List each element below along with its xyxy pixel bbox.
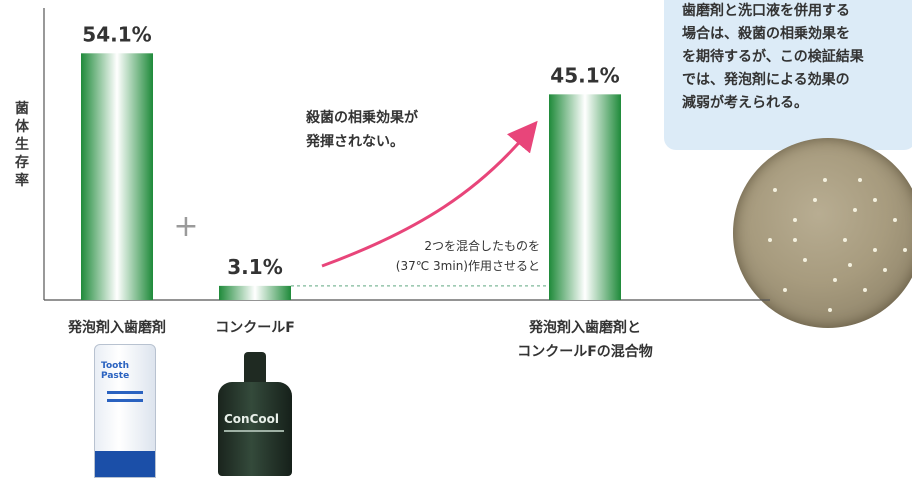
- tube-label-line: Paste: [101, 371, 130, 381]
- y-axis-label: 菌体生存率: [12, 100, 32, 190]
- bacteria-colony-dot: [853, 208, 857, 212]
- bacteria-colony-dot: [803, 258, 807, 262]
- y-axis-label-char: 生: [15, 137, 29, 153]
- bar-value-label: 3.1%: [227, 255, 282, 279]
- synergy-annotation: 発揮されない。: [305, 133, 404, 150]
- bacteria-colony-dot: [828, 308, 832, 312]
- bacteria-colony-dot: [773, 188, 777, 192]
- bacteria-colony-dot: [833, 278, 837, 282]
- synergy-arrow: [321, 120, 538, 268]
- mix-annotation: (37℃ 3min)作用させると: [396, 259, 540, 273]
- bacteria-colony-dot: [893, 218, 897, 222]
- bacteria-colony-dot: [873, 248, 877, 252]
- bar: [219, 285, 291, 300]
- toothpaste-tube-image: Tooth Paste: [94, 344, 156, 478]
- synergy-annotation: 殺菌の相乗効果が: [305, 109, 419, 126]
- bacteria-colony-dot: [813, 198, 817, 202]
- bar-value-label: 45.1%: [550, 63, 619, 87]
- y-axis-label-char: 存: [15, 155, 29, 171]
- bar-value-label: 54.1%: [82, 22, 151, 46]
- bacteria-colony-dot: [793, 218, 797, 222]
- bacteria-colony-dot: [823, 178, 827, 182]
- bar: [549, 94, 621, 301]
- bacteria-colony-dot: [863, 288, 867, 292]
- bottle-neck: [244, 352, 266, 386]
- bacteria-colony-dot: [843, 238, 847, 242]
- bacteria-colony-dot: [873, 198, 877, 202]
- tube-stripe: [107, 399, 143, 402]
- note-line: 歯磨剤と洗口液を併用する: [682, 3, 850, 19]
- x-tick-label: コンクールFの混合物: [517, 343, 653, 360]
- bacteria-colony-dot: [783, 288, 787, 292]
- x-tick-label: 発泡剤入歯磨剤と: [528, 319, 641, 336]
- bacteria-colony-dot: [903, 248, 907, 252]
- note-line: を期待するが、この検証結果: [682, 49, 864, 65]
- plus-sign: +: [173, 209, 198, 244]
- plot-area: 54.1% 発泡剤入歯磨剤 3.1% コンクールF 45.1% 発泡剤入歯磨剤とコンクール…: [43, 8, 770, 360]
- tube-label: Tooth Paste: [101, 361, 129, 381]
- bottle-label: ConCool: [224, 412, 280, 426]
- tube-cap: [95, 451, 155, 477]
- note-callout: [664, 0, 912, 150]
- petri-dish-image: [733, 138, 912, 328]
- bacteria-colony-dot: [848, 263, 852, 267]
- tube-label-line: Tooth: [101, 361, 130, 371]
- note-line: 減弱が考えられる。: [682, 95, 808, 111]
- bacteria-colony-dot: [858, 178, 862, 182]
- note-line: 場合は、殺菌の相乗効果を: [682, 26, 850, 42]
- x-tick-label: コンクールF: [215, 320, 295, 336]
- y-axis-label-char: 体: [15, 119, 29, 135]
- bar: [81, 53, 153, 300]
- mouthwash-bottle-image: ConCool: [218, 382, 292, 476]
- note-line: では、発泡剤による効果の: [682, 72, 850, 88]
- bacteria-colony-dot: [793, 238, 797, 242]
- tube-stripe: [107, 391, 143, 394]
- bacteria-colony-dot: [768, 238, 772, 242]
- mix-annotation: 2つを混合したものを: [424, 238, 540, 253]
- y-axis-label-char: 率: [15, 173, 29, 189]
- bacteria-colony-dot: [883, 268, 887, 272]
- bottle-label-rule: [224, 430, 284, 432]
- note-text: 歯磨剤と洗口液を併用する 場合は、殺菌の相乗効果を を期待するが、この検証結果 …: [682, 0, 910, 115]
- x-tick-label: 発泡剤入歯磨剤: [67, 319, 166, 336]
- y-axis-label-char: 菌: [15, 101, 29, 117]
